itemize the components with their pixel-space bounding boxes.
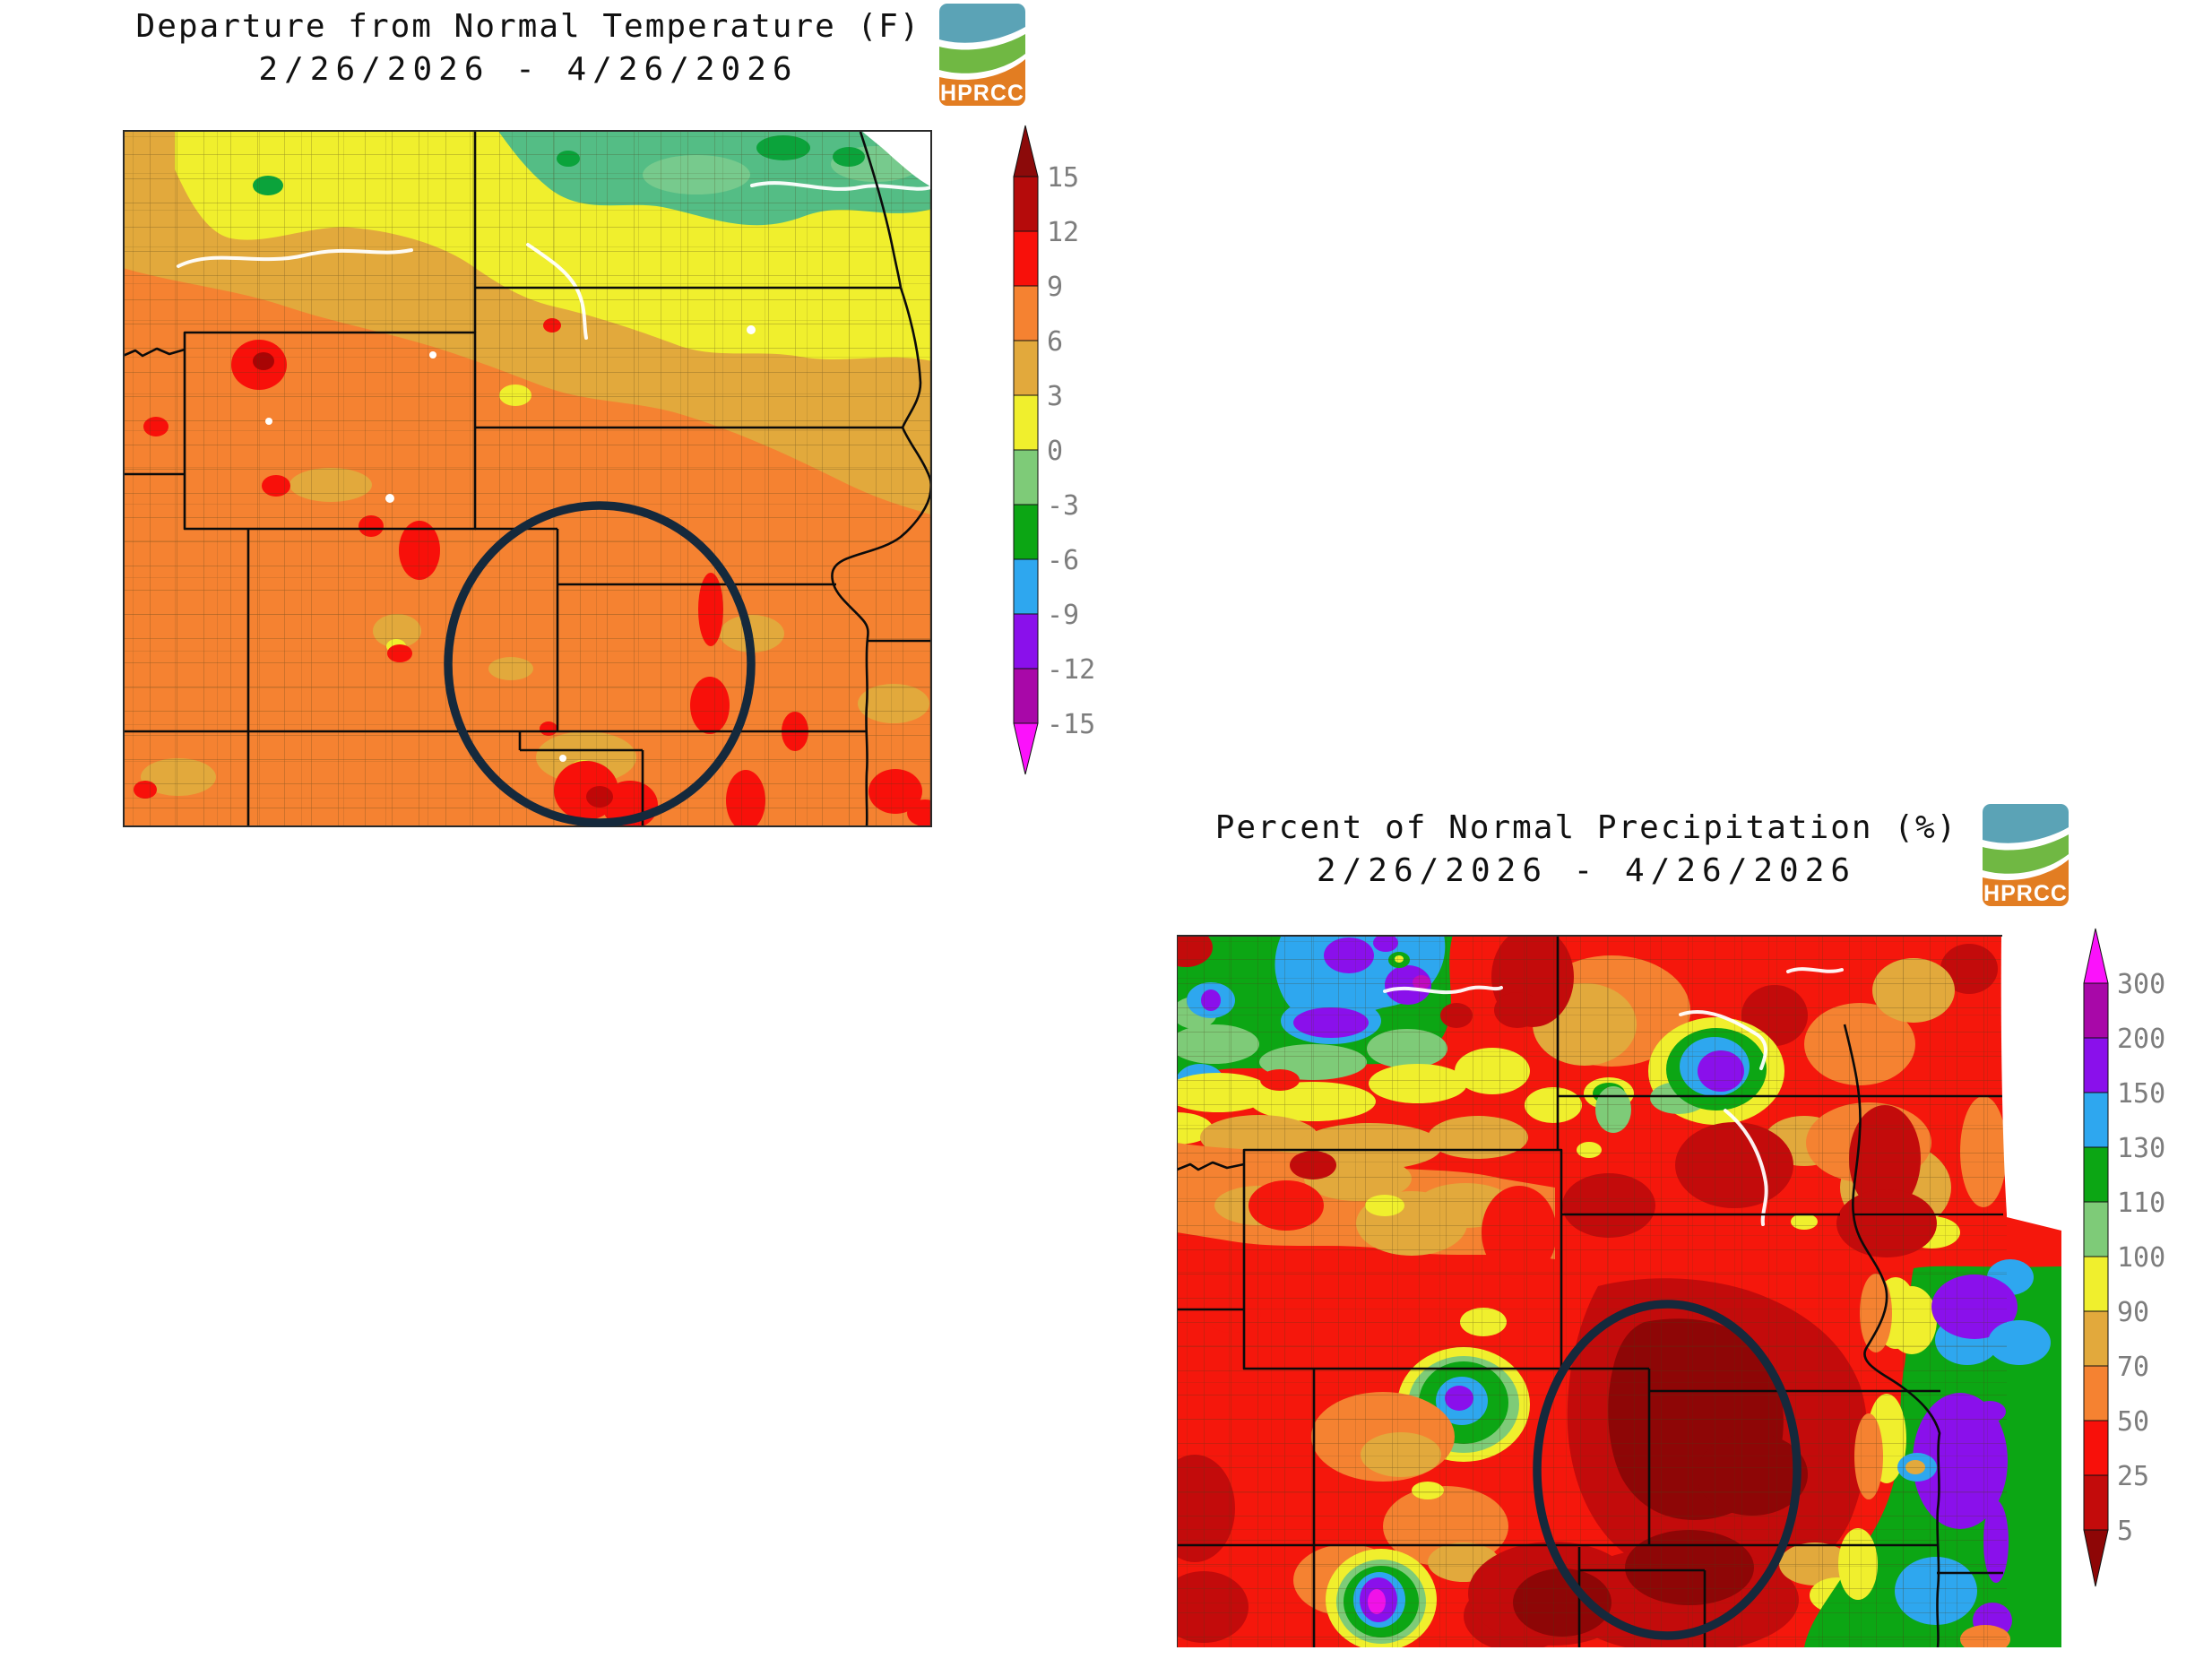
precipitation-title-block: Percent of Normal Precipitation (%) 2/26… xyxy=(1192,807,1981,893)
svg-text:130: 130 xyxy=(2117,1133,2165,1164)
state-borders xyxy=(1177,935,2003,1647)
map-border xyxy=(1177,935,2002,1647)
svg-text:9: 9 xyxy=(1047,272,1063,303)
svg-text:15: 15 xyxy=(1047,162,1079,194)
svg-text:25: 25 xyxy=(2117,1461,2149,1492)
river-lines xyxy=(177,181,932,340)
svg-text:-6: -6 xyxy=(1047,545,1079,576)
hprcc-logo-icon xyxy=(939,4,1025,106)
highlight-ellipse xyxy=(444,501,756,827)
svg-text:70: 70 xyxy=(2117,1352,2149,1383)
svg-text:90: 90 xyxy=(2117,1297,2149,1328)
svg-text:110: 110 xyxy=(2117,1188,2165,1219)
precipitation-date-range: 2/26/2026 - 4/26/2026 xyxy=(1316,852,1857,889)
highlight-ellipse xyxy=(1533,1300,1802,1640)
map-corner-notch xyxy=(860,130,932,187)
colorbar-arrow-up xyxy=(1013,125,1039,177)
svg-text:50: 50 xyxy=(2117,1406,2149,1438)
hprcc-logo-text: HPRCC xyxy=(940,81,1024,106)
colorbar-arrow-down xyxy=(1013,722,1039,775)
colorbar-arrow-up xyxy=(2083,928,2109,984)
svg-text:0: 0 xyxy=(1047,436,1063,467)
map-corner-clip xyxy=(2000,935,2061,1220)
temperature-title-block: Departure from Normal Temperature (F) 2/… xyxy=(123,5,934,91)
svg-text:3: 3 xyxy=(1047,381,1063,412)
river-lines xyxy=(1383,967,1844,1226)
temperature-title: Departure from Normal Temperature (F) xyxy=(135,8,921,45)
county-grid-2 xyxy=(1177,935,2007,1647)
svg-text:5: 5 xyxy=(2117,1516,2133,1547)
temperature-colorbar: 15 12 9 6 3 0 -3 -6 -9 -12 -15 xyxy=(1013,125,1095,775)
hprcc-logo: HPRCC xyxy=(939,4,1025,106)
map-border xyxy=(123,130,932,827)
hprcc-logo-icon xyxy=(1983,804,2069,906)
svg-text:200: 200 xyxy=(2117,1024,2165,1055)
svg-text:-15: -15 xyxy=(1047,709,1095,740)
temperature-map xyxy=(123,130,932,827)
svg-text:150: 150 xyxy=(2117,1078,2165,1110)
precipitation-title: Percent of Normal Precipitation (%) xyxy=(1214,809,1958,846)
precipitation-colorbar: 300 200 150 130 110 100 90 70 50 25 5 xyxy=(2083,928,2165,1587)
svg-text:6: 6 xyxy=(1047,326,1063,358)
hprcc-logo: HPRCC xyxy=(1983,804,2069,906)
hprcc-logo-text: HPRCC xyxy=(1983,881,2068,906)
svg-text:-3: -3 xyxy=(1047,490,1079,522)
svg-text:-9: -9 xyxy=(1047,600,1079,631)
colorbar-labels: 15 12 9 6 3 0 -3 -6 -9 -12 -15 xyxy=(1047,162,1095,740)
svg-text:300: 300 xyxy=(2117,969,2165,1000)
lake-dots xyxy=(265,325,756,762)
colorbar-labels: 300 200 150 130 110 100 90 70 50 25 5 xyxy=(2117,969,2165,1547)
svg-text:-12: -12 xyxy=(1047,654,1095,686)
svg-text:12: 12 xyxy=(1047,217,1079,248)
colorbar-arrow-down xyxy=(2083,1529,2109,1587)
county-grid-2 xyxy=(123,130,932,827)
precipitation-map xyxy=(1177,935,2061,1647)
svg-text:100: 100 xyxy=(2117,1242,2165,1274)
temperature-date-range: 2/26/2026 - 4/26/2026 xyxy=(258,51,799,88)
